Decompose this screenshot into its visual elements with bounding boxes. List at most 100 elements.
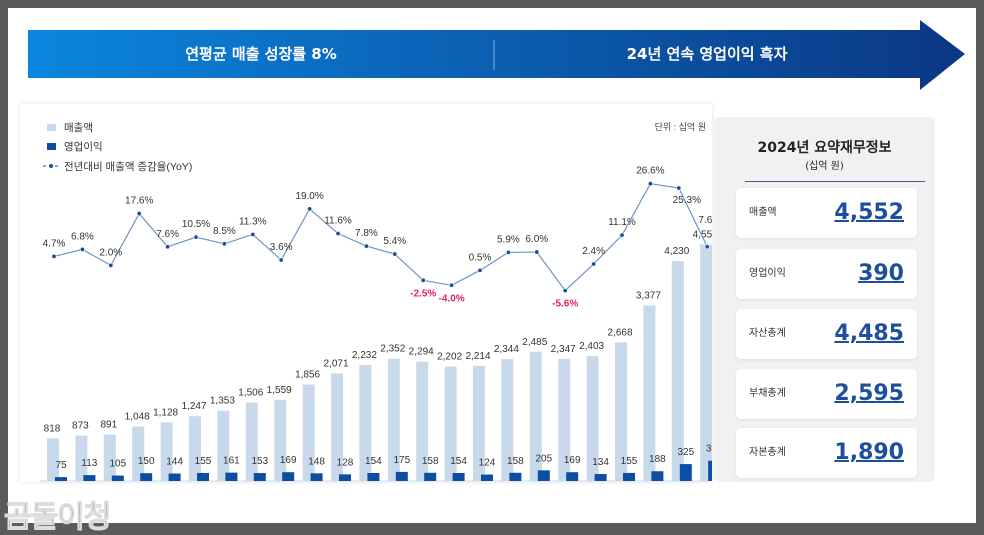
operating-income-label: 134 <box>592 457 609 468</box>
operating-income-bar <box>367 472 380 481</box>
yoy-point <box>307 206 313 212</box>
operating-income-label: 124 <box>479 458 496 469</box>
revenue-label: 2,347 <box>551 344 576 355</box>
revenue-bar <box>473 365 485 481</box>
revenue-label: 4,230 <box>664 246 689 257</box>
revenue-label: 3,377 <box>636 290 661 301</box>
revenue-label: 1,048 <box>125 412 150 423</box>
summary-card-revenue: 매출액 4,552 <box>736 188 917 238</box>
summary-panel: 2024년 요약재무정보 (십억 원) 매출액 4,552 영업이익 390 자산총… <box>714 117 935 482</box>
yoy-label: 8.5% <box>213 226 236 237</box>
revenue-bar <box>444 366 457 481</box>
operating-income-label: 155 <box>621 456 638 467</box>
card-label: 영업이익 <box>749 268 786 279</box>
yoy-point <box>165 244 171 250</box>
yoy-point <box>221 241 227 247</box>
operating-income-bar <box>253 473 266 481</box>
revenue-label: 2,071 <box>323 358 348 369</box>
card-label: 매출액 <box>749 207 777 218</box>
operating-income-bar <box>452 472 465 481</box>
card-label: 자산총계 <box>749 328 786 339</box>
yoy-point <box>363 243 369 249</box>
yoy-label: -4.0% <box>439 293 465 304</box>
revenue-bar <box>75 435 88 481</box>
yoy-point <box>676 185 682 191</box>
yoy-label: 11.6% <box>324 215 352 226</box>
revenue-bar <box>274 399 287 481</box>
yoy-label: 0.5% <box>469 252 492 263</box>
operating-income-label: 390 <box>706 444 712 455</box>
revenue-label: 1,128 <box>153 407 178 418</box>
yoy-point <box>335 230 341 236</box>
revenue-bar <box>302 384 315 481</box>
operating-income-label: 154 <box>450 456 467 467</box>
operating-income-label: 144 <box>166 457 183 468</box>
operating-income-bar <box>140 473 153 481</box>
yoy-point <box>193 234 199 240</box>
operating-income-label: 150 <box>138 456 155 467</box>
legend-label-operating-income: 영업이익 <box>64 140 103 153</box>
revenue-bar <box>160 422 173 481</box>
revenue-label: 1,353 <box>210 396 235 407</box>
revenue-bar <box>615 342 627 481</box>
operating-income-bar <box>168 473 181 481</box>
card-value[interactable]: 4,485 <box>834 321 904 346</box>
operating-income-label: 148 <box>308 456 325 467</box>
operating-income-bar <box>225 472 238 481</box>
operating-income-bar <box>651 471 664 481</box>
revenue-bar <box>671 261 684 481</box>
operating-income-bar <box>282 472 295 481</box>
yoy-label: 25.3% <box>673 195 701 206</box>
operating-income-bar <box>537 470 550 481</box>
operating-income-bar <box>594 474 607 481</box>
revenue-label: 2,232 <box>352 350 377 361</box>
revenue-bar <box>359 364 372 481</box>
yoy-label: 4.7% <box>43 238 66 249</box>
revenue-label: 1,506 <box>238 388 263 399</box>
revenue-bar <box>331 373 343 481</box>
panel-divider <box>745 181 925 182</box>
revenue-label: 4,552 <box>693 229 712 240</box>
revenue-label: 818 <box>44 423 61 434</box>
legend-marker-yoy <box>49 164 53 168</box>
watermark: 곰돌이청 <box>3 500 111 535</box>
banner-profit-text: 24년 연속 영업이익 흑자 <box>626 45 788 63</box>
unit-label: 단위 : 십억 원 <box>655 121 706 132</box>
operating-income-bar <box>679 464 692 481</box>
card-value[interactable]: 1,890 <box>834 440 904 465</box>
revenue-bar <box>643 305 656 481</box>
yoy-point <box>51 253 57 259</box>
revenue-label: 2,352 <box>380 344 405 355</box>
yoy-label: 6.0% <box>525 234 548 245</box>
card-value[interactable]: 390 <box>858 261 904 286</box>
card-value[interactable]: 2,595 <box>834 381 904 406</box>
yoy-label: 5.4% <box>383 236 406 247</box>
operating-income-label: 155 <box>195 456 212 467</box>
yoy-point <box>647 181 653 187</box>
operating-income-bar <box>481 474 493 481</box>
banner-growth-text: 연평균 매출 성장률 8% <box>185 45 337 63</box>
yoy-label: -5.6% <box>552 299 578 310</box>
operating-income-label: 169 <box>564 455 581 466</box>
panel-subtitle: (십억 원) <box>805 161 844 172</box>
yoy-point <box>619 232 625 238</box>
operating-income-label: 158 <box>422 456 439 467</box>
operating-income-bar <box>708 460 712 481</box>
yoy-point <box>108 262 114 268</box>
revenue-bar <box>700 244 712 481</box>
yoy-point <box>591 261 597 267</box>
revenue-bar <box>245 402 258 481</box>
yoy-label: 2.4% <box>582 246 605 257</box>
yoy-point <box>505 249 511 255</box>
legend-label-revenue: 매출액 <box>64 122 93 134</box>
revenue-bar <box>132 426 145 481</box>
revenue-label: 891 <box>100 420 117 431</box>
operating-income-bar <box>623 472 635 481</box>
yoy-label: 3.6% <box>270 242 293 253</box>
card-value[interactable]: 4,552 <box>834 200 904 225</box>
operating-income-bar <box>197 472 209 481</box>
revenue-bar <box>586 356 599 481</box>
operating-income-bar <box>395 471 408 481</box>
